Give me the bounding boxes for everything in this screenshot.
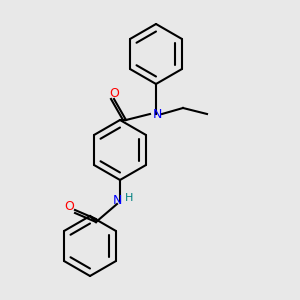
Text: O: O (64, 200, 74, 214)
Text: H: H (125, 193, 133, 203)
Text: N: N (112, 194, 122, 208)
Text: N: N (153, 107, 162, 121)
Text: O: O (109, 86, 119, 100)
